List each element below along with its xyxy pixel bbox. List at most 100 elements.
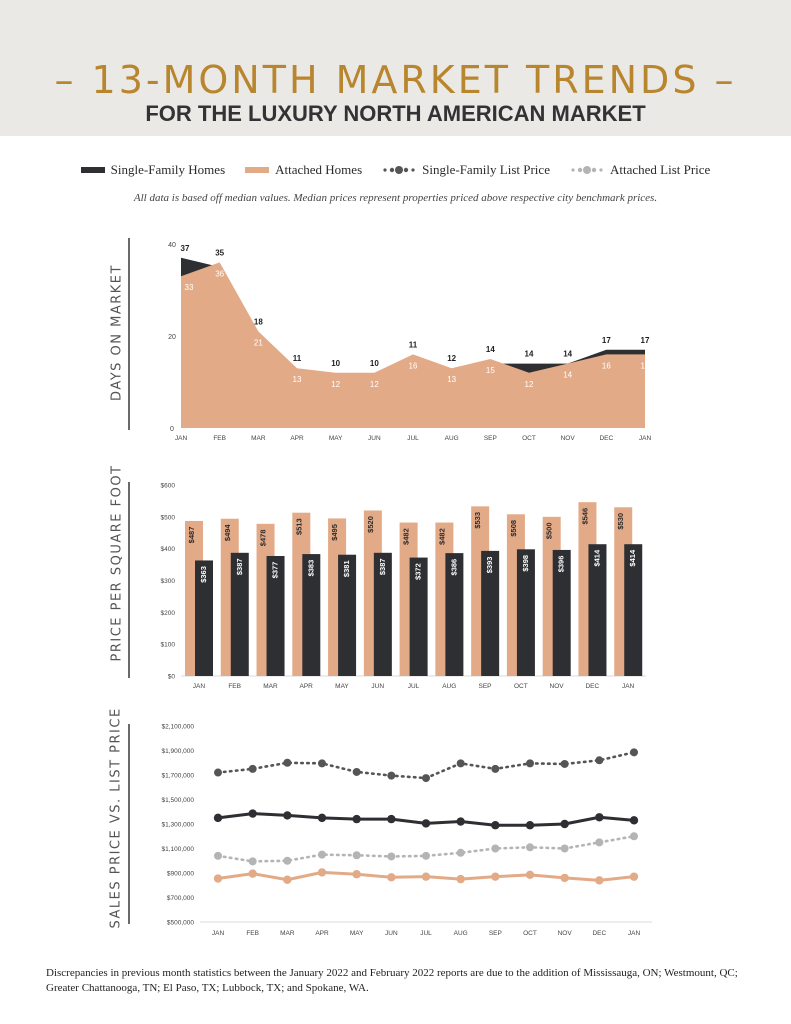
spl-point-at-list <box>595 838 604 847</box>
dom-label-single-family: 18 <box>254 317 263 326</box>
spl-point-attached <box>283 875 292 884</box>
dom-x-tick: AUG <box>445 435 459 442</box>
legend-swatch-at-list <box>571 166 603 174</box>
spl-y-tick: $1,900,000 <box>161 748 194 755</box>
spl-y-tick: $2,100,000 <box>161 724 194 731</box>
ppsf-label-single-family: $383 <box>306 560 315 577</box>
spl-point-at-list <box>422 851 430 860</box>
spl-x-tick: JAN <box>212 930 225 937</box>
ppsf-label-attached: $494 <box>223 524 232 542</box>
ppsf-x-tick: APR <box>300 683 314 690</box>
spl-y-tick: $1,500,000 <box>161 797 194 804</box>
spl-point-single-family <box>283 811 292 820</box>
dom-y-tick: 20 <box>168 334 176 341</box>
dom-axis-bar <box>128 238 130 430</box>
dom-label-attached: 12 <box>525 380 534 389</box>
dom-x-tick: DEC <box>599 435 613 442</box>
legend-item-sf-list: Single-Family List Price <box>382 162 550 178</box>
spl-y-tick: $500,000 <box>167 920 194 927</box>
spl-point-attached <box>352 870 361 879</box>
spl-x-tick: JAN <box>628 930 641 937</box>
spl-point-sf-list <box>318 759 326 768</box>
spl-point-sf-list <box>248 764 257 773</box>
legend-item-attached: Attached Homes <box>245 162 362 178</box>
spl-x-tick: APR <box>315 930 329 937</box>
spl-point-attached <box>629 872 639 881</box>
spl-x-tick: MAR <box>280 930 295 937</box>
dom-x-tick: JUL <box>407 435 419 442</box>
spl-point-at-list <box>491 844 500 853</box>
spl-point-single-family <box>525 821 535 830</box>
footer-note: Discrepancies in previous month statisti… <box>46 967 738 994</box>
ppsf-label-single-family: $414 <box>592 549 601 567</box>
ppsf-label-attached: $482 <box>437 528 446 545</box>
ppsf-label-single-family: $363 <box>199 566 208 583</box>
dom-label-attached: 16 <box>641 361 650 370</box>
legend-swatch-attached <box>245 167 270 173</box>
dom-x-tick: FEB <box>213 435 226 442</box>
ppsf-label-single-family: $386 <box>449 559 458 576</box>
spl-y-tick: $700,000 <box>167 895 194 902</box>
spl-x-tick: JUL <box>420 930 432 937</box>
spl-point-at-list <box>560 844 569 853</box>
ppsf-bar-single-family <box>373 552 392 676</box>
ppsf-label-attached: $495 <box>330 524 339 541</box>
dom-label-single-family: 37 <box>181 244 190 253</box>
spl-point-single-family <box>213 813 223 823</box>
ppsf-label-single-family: $414 <box>628 549 637 567</box>
ppsf-y-tick: $200 <box>161 610 176 617</box>
page-subtitle: FOR THE LUXURY NORTH AMERICAN MARKET <box>145 101 646 126</box>
spl-x-tick: MAY <box>350 930 364 937</box>
ppsf-bar-single-family <box>552 549 571 676</box>
spl-x-tick: JUN <box>385 930 398 937</box>
data-note: All data is based off median values. Med… <box>133 192 658 204</box>
dom-label-single-family: 17 <box>602 336 611 345</box>
legend-label-sf-list: Single-Family List Price <box>422 162 550 177</box>
spl-axis-bar <box>128 724 130 924</box>
spl-point-at-list <box>352 851 361 860</box>
spl-point-single-family <box>352 814 361 824</box>
spl-y-tick: $900,000 <box>167 871 194 878</box>
dom-label-single-family: 11 <box>409 340 418 349</box>
ppsf-bar-single-family <box>266 555 285 676</box>
ppsf-label-single-family: $393 <box>485 557 494 574</box>
legend-label-at-list: Attached List Price <box>609 162 711 177</box>
dom-x-tick: OCT <box>522 435 536 442</box>
ppsf-label-single-family: $387 <box>378 558 387 575</box>
legend-label-single-family: Single-Family Homes <box>110 162 226 177</box>
page-title: – 13-MONTH MARKET TRENDS – <box>54 58 737 102</box>
ppsf-axis-bar <box>128 482 130 678</box>
spl-point-sf-list <box>630 748 638 757</box>
ppsf-label-attached: $487 <box>187 527 196 544</box>
dom-label-single-family: 12 <box>447 354 456 363</box>
dom-label-single-family: 35 <box>215 248 224 257</box>
spl-point-attached <box>491 872 500 881</box>
spl-point-single-family <box>248 809 257 818</box>
spl-point-at-list <box>387 852 396 861</box>
dom-label-single-family: 17 <box>641 336 650 345</box>
ppsf-x-tick: DEC <box>585 683 599 690</box>
legend-item-at-list: Attached List Price <box>570 162 710 178</box>
dom-x-tick: MAY <box>329 435 343 442</box>
ppsf-label-attached: $513 <box>294 518 303 535</box>
ppsf-x-tick: JAN <box>622 683 635 690</box>
ppsf-y-tick: $600 <box>161 483 176 490</box>
dom-x-tick: APR <box>290 435 304 442</box>
header-band: – 13-MONTH MARKET TRENDS – FOR THE LUXUR… <box>0 0 791 136</box>
spl-point-sf-list <box>283 758 292 767</box>
spl-x-tick: FEB <box>246 930 259 937</box>
dom-label-attached: 33 <box>185 283 194 292</box>
dom-label-attached: 14 <box>563 371 572 380</box>
dom-label-attached: 36 <box>215 269 224 278</box>
spl-point-attached <box>560 873 569 883</box>
spl-point-attached <box>595 876 604 885</box>
spl-point-at-list <box>526 843 534 852</box>
ppsf-y-tick: $100 <box>161 642 176 649</box>
ppsf-x-tick: AUG <box>442 683 456 690</box>
ppsf-label-attached: $546 <box>580 508 589 525</box>
dom-label-single-family: 10 <box>370 359 379 368</box>
ppsf-x-tick: MAR <box>263 683 278 690</box>
spl-point-attached <box>387 873 396 882</box>
dom-label-attached: 16 <box>602 361 611 370</box>
